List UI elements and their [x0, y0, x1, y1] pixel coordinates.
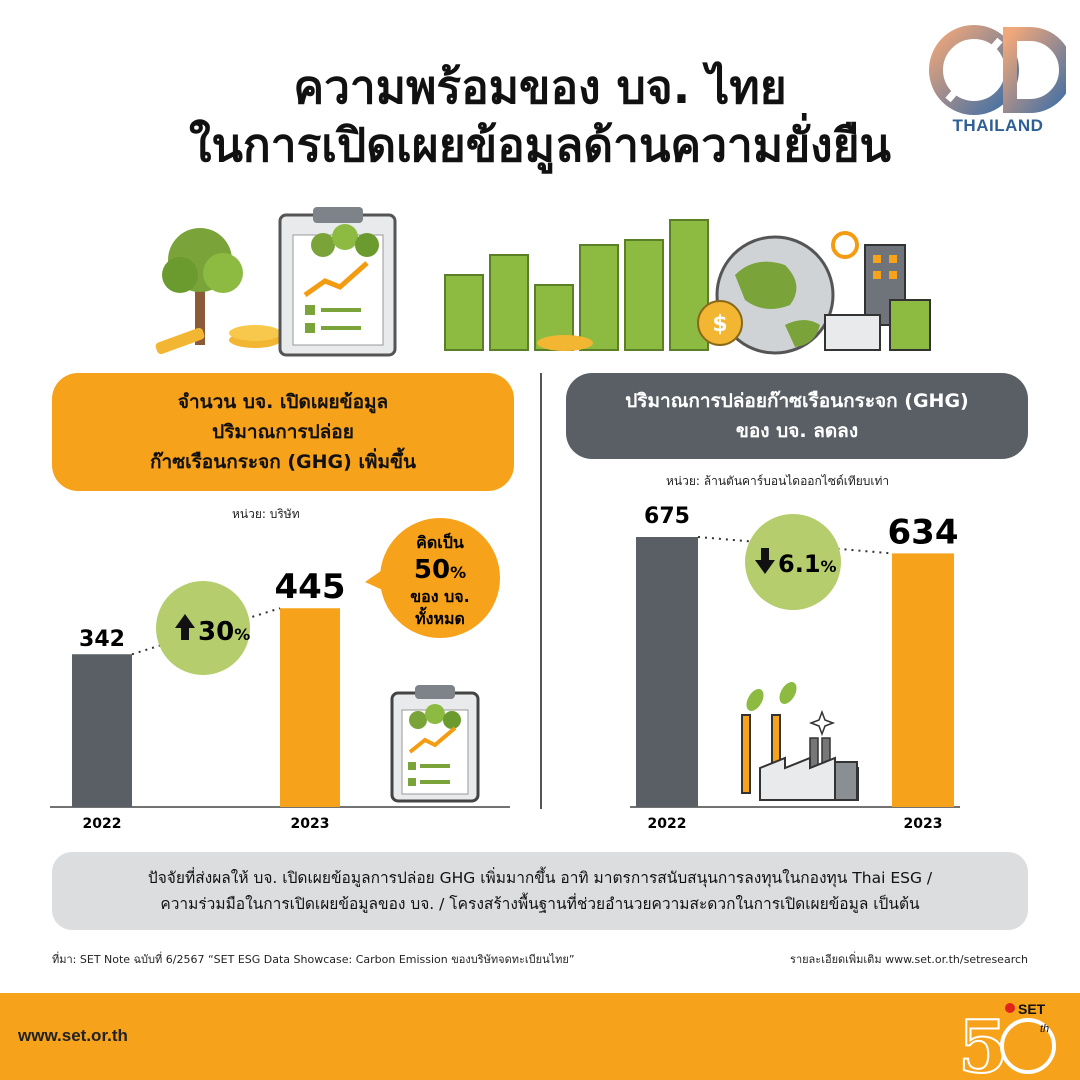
svg-text:$: $	[712, 312, 727, 337]
left-heading-line-3: ก๊าซเรือนกระจก (GHG) เพิ่มขึ้น	[150, 451, 416, 473]
source-note: ที่มา: SET Note ฉบับที่ 6/2567 “SET ESG …	[52, 953, 575, 966]
right-category-2022: 2022	[648, 816, 687, 832]
clipboard-icon	[390, 685, 480, 803]
summary-line-2: ความร่วมมือในการเปิดเผยข้อมูลของ บจ. / โ…	[160, 895, 920, 913]
hero-illustration: $	[155, 207, 931, 357]
left-bar-2023	[280, 608, 340, 807]
right-value-2023: 634	[888, 512, 959, 552]
svg-text:6.1%: 6.1%	[778, 550, 837, 578]
left-change-unit: %	[234, 625, 250, 644]
right-bar-2023	[892, 553, 954, 807]
panel-divider	[540, 373, 542, 809]
right-change-value: 6.1	[778, 550, 821, 578]
right-change-circle	[745, 514, 841, 610]
svg-text:30%: 30%	[198, 617, 250, 647]
footer-url[interactable]: www.set.or.th	[18, 1026, 128, 1045]
more-info-link[interactable]: รายละเอียดเพิ่มเติม www.set.or.th/setres…	[790, 953, 1028, 966]
right-bar-2022	[636, 537, 698, 807]
right-trend-line	[697, 536, 893, 555]
callout-bubble	[380, 518, 500, 638]
left-panel-heading: จำนวน บจ. เปิดเผยข้อมูล ปริมาณการปล่อย ก…	[52, 373, 514, 491]
left-bar-2022	[72, 654, 132, 807]
callout-unit: %	[450, 563, 466, 582]
left-bar-chart: 342 445 2022 2023 30% คิดเป็น 50% ของ บจ…	[50, 518, 510, 832]
right-panel-heading: ปริมาณการปล่อยก๊าซเรือนกระจก (GHG) ของ บ…	[566, 373, 1028, 459]
arrow-up-icon	[175, 614, 195, 640]
callout-tail	[365, 568, 387, 592]
left-value-2023: 445	[275, 567, 346, 607]
svg-text:50%: 50%	[414, 555, 466, 585]
sd-thailand-logo	[929, 25, 1066, 115]
right-heading-line-2: ของ บจ. ลดลง	[735, 420, 859, 442]
left-heading-line-1: จำนวน บจ. เปิดเผยข้อมูล	[177, 391, 389, 413]
left-heading-line-2: ปริมาณการปล่อย	[212, 421, 354, 443]
arrow-down-icon	[755, 548, 775, 574]
callout-line-1: คิดเป็น	[416, 531, 464, 552]
summary-box: ปัจจัยที่ส่งผลให้ บจ. เปิดเผยข้อมูลการปล…	[52, 852, 1028, 930]
callout-line-2: ของ บจ.	[410, 587, 470, 606]
left-change-circle	[156, 581, 250, 675]
factory-icon	[741, 682, 859, 801]
page-title: ความพร้อมของ บจ. ไทย ในการเปิดเผยข้อมูลด…	[0, 58, 1080, 174]
right-category-2023: 2023	[904, 816, 943, 832]
title-line-1: ความพร้อมของ บจ. ไทย	[293, 60, 787, 114]
svg-text:5: 5	[958, 1004, 1008, 1078]
left-change-value: 30	[198, 617, 234, 647]
left-category-2023: 2023	[291, 816, 330, 832]
summary-line-1: ปัจจัยที่ส่งผลให้ บจ. เปิดเผยข้อมูลการปล…	[147, 869, 933, 887]
callout-line-3: ทั้งหมด	[415, 606, 465, 628]
right-unit-label: หน่วย: ล้านตันคาร์บอนไดออกไซด์เทียบเท่า	[666, 474, 890, 488]
right-value-2022: 675	[644, 504, 690, 529]
left-category-2022: 2022	[83, 816, 122, 832]
right-bar-chart: 675 634 2022 2023 6.1%	[630, 504, 960, 832]
footer-bar	[0, 993, 1080, 1080]
anniv-badge-text: SET	[1018, 1001, 1046, 1017]
left-value-2022: 342	[79, 627, 125, 652]
right-change-unit: %	[821, 557, 837, 576]
callout-value: 50	[414, 555, 450, 585]
title-line-2: ในการเปิดเผยข้อมูลด้านความยั่งยืน	[188, 118, 892, 172]
anniv-sup-text: th	[1040, 1023, 1049, 1035]
set-50th-anniversary-logo: 5 SET th	[957, 1001, 1056, 1078]
right-heading-line-1: ปริมาณการปล่อยก๊าซเรือนกระจก (GHG)	[625, 390, 969, 412]
logo-text: THAILAND	[952, 116, 1044, 135]
left-unit-label: หน่วย: บริษัท	[232, 507, 300, 521]
